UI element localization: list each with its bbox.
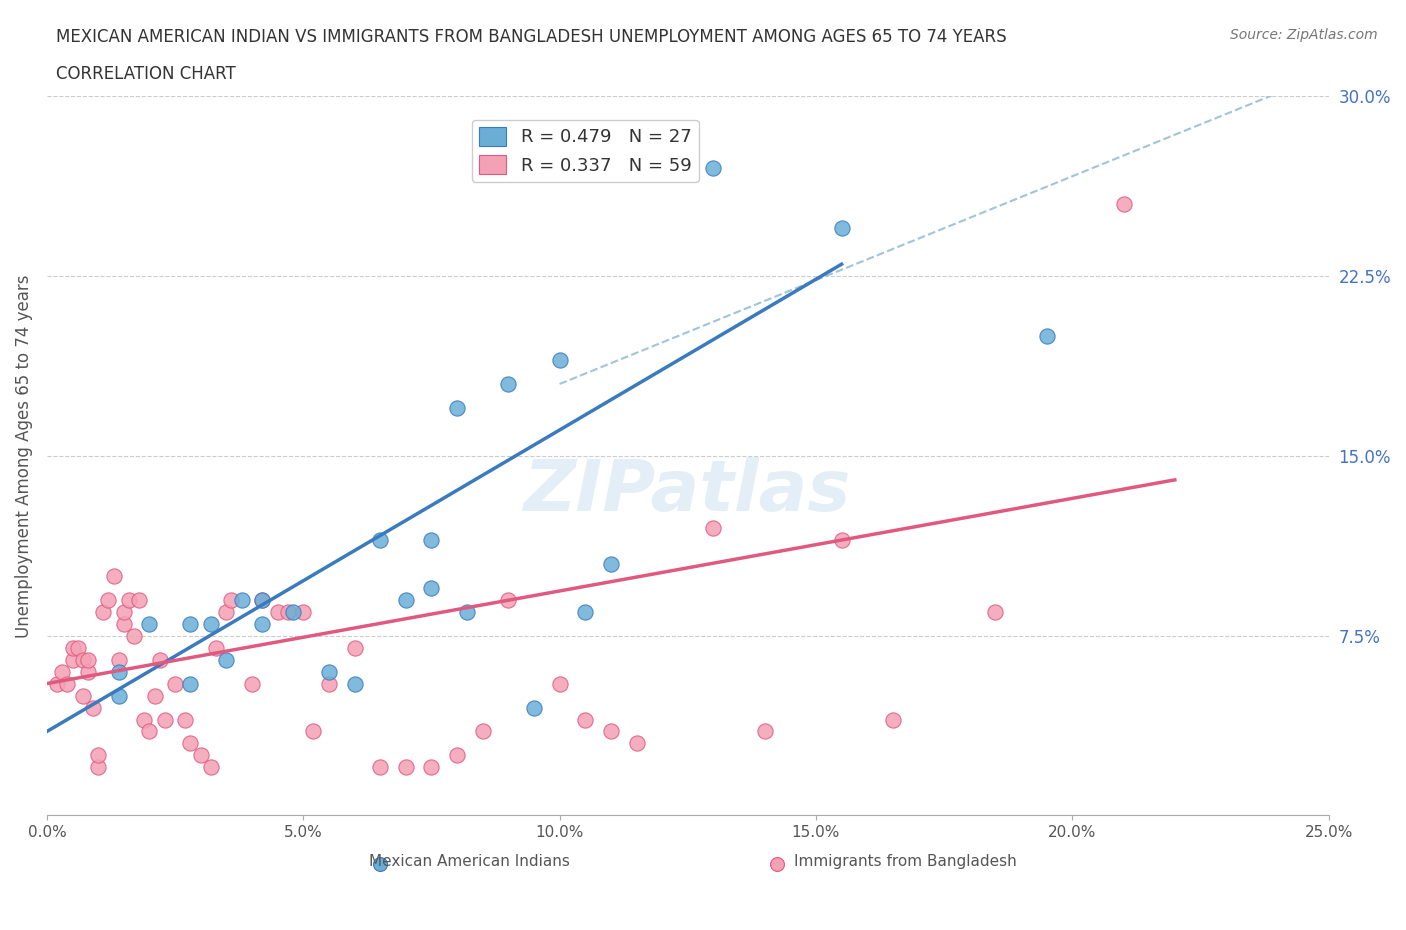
Point bbox=[831, 220, 853, 235]
Point bbox=[179, 676, 201, 691]
Point bbox=[882, 712, 904, 727]
Point bbox=[626, 736, 648, 751]
Point bbox=[252, 592, 274, 607]
Point bbox=[72, 652, 94, 667]
Point bbox=[1112, 197, 1135, 212]
Point bbox=[498, 377, 520, 392]
Point bbox=[831, 532, 853, 547]
Point bbox=[302, 724, 325, 739]
Point bbox=[498, 592, 520, 607]
Point bbox=[77, 664, 100, 679]
Point bbox=[91, 604, 114, 619]
Point bbox=[215, 604, 238, 619]
Point bbox=[523, 700, 546, 715]
Point bbox=[252, 592, 274, 607]
Point bbox=[66, 640, 89, 655]
Point bbox=[62, 640, 84, 655]
Point bbox=[179, 617, 201, 631]
Point bbox=[107, 688, 129, 703]
Point bbox=[200, 617, 222, 631]
Point bbox=[134, 712, 156, 727]
Point bbox=[368, 760, 391, 775]
Y-axis label: Unemployment Among Ages 65 to 74 years: Unemployment Among Ages 65 to 74 years bbox=[15, 274, 32, 638]
Point bbox=[77, 652, 100, 667]
Point bbox=[128, 592, 150, 607]
Point bbox=[456, 604, 478, 619]
Point bbox=[56, 676, 79, 691]
Point bbox=[231, 592, 253, 607]
Point bbox=[266, 604, 288, 619]
Point bbox=[107, 664, 129, 679]
Point bbox=[395, 760, 418, 775]
Point bbox=[277, 604, 299, 619]
Point bbox=[215, 652, 238, 667]
Legend: R = 0.479   N = 27, R = 0.337   N = 59: R = 0.479 N = 27, R = 0.337 N = 59 bbox=[472, 120, 699, 182]
Point bbox=[420, 532, 443, 547]
Point bbox=[446, 748, 468, 763]
Point bbox=[62, 652, 84, 667]
Point bbox=[471, 724, 494, 739]
Point bbox=[149, 652, 172, 667]
Point bbox=[702, 521, 724, 536]
Point bbox=[221, 592, 243, 607]
Point bbox=[138, 617, 160, 631]
Point bbox=[112, 604, 135, 619]
Point bbox=[112, 617, 135, 631]
Point bbox=[754, 724, 776, 739]
Text: Source: ZipAtlas.com: Source: ZipAtlas.com bbox=[1230, 28, 1378, 42]
Point bbox=[574, 712, 596, 727]
Point bbox=[82, 700, 104, 715]
Point bbox=[446, 401, 468, 416]
Point bbox=[46, 676, 69, 691]
Point bbox=[200, 760, 222, 775]
Point bbox=[548, 352, 571, 367]
Point bbox=[103, 568, 125, 583]
Point bbox=[420, 760, 443, 775]
Point bbox=[190, 748, 212, 763]
Point bbox=[118, 592, 141, 607]
Point bbox=[122, 628, 145, 643]
Text: Immigrants from Bangladesh: Immigrants from Bangladesh bbox=[794, 854, 1017, 869]
Point bbox=[420, 580, 443, 595]
Point bbox=[318, 664, 340, 679]
Text: Mexican American Indians: Mexican American Indians bbox=[370, 854, 571, 869]
Point bbox=[574, 604, 596, 619]
Point bbox=[179, 736, 201, 751]
Point bbox=[599, 724, 621, 739]
Point bbox=[548, 676, 571, 691]
Point bbox=[599, 556, 621, 571]
Point bbox=[292, 604, 315, 619]
Point bbox=[1035, 328, 1057, 343]
Point bbox=[395, 592, 418, 607]
Point bbox=[343, 676, 366, 691]
Point bbox=[240, 676, 263, 691]
Point bbox=[318, 676, 340, 691]
Text: ZIPatlas: ZIPatlas bbox=[524, 458, 852, 526]
Point bbox=[984, 604, 1007, 619]
Point bbox=[343, 640, 366, 655]
Point bbox=[107, 652, 129, 667]
Point bbox=[138, 724, 160, 739]
Point bbox=[87, 748, 110, 763]
Point bbox=[153, 712, 176, 727]
Point bbox=[205, 640, 228, 655]
Point bbox=[51, 664, 73, 679]
Point bbox=[87, 760, 110, 775]
Point bbox=[143, 688, 166, 703]
Point bbox=[702, 161, 724, 176]
Point bbox=[174, 712, 197, 727]
Point bbox=[97, 592, 120, 607]
Point bbox=[281, 604, 304, 619]
Point bbox=[368, 532, 391, 547]
Point bbox=[72, 688, 94, 703]
Point bbox=[165, 676, 187, 691]
Point bbox=[252, 617, 274, 631]
Text: CORRELATION CHART: CORRELATION CHART bbox=[56, 65, 236, 83]
Text: MEXICAN AMERICAN INDIAN VS IMMIGRANTS FROM BANGLADESH UNEMPLOYMENT AMONG AGES 65: MEXICAN AMERICAN INDIAN VS IMMIGRANTS FR… bbox=[56, 28, 1007, 46]
